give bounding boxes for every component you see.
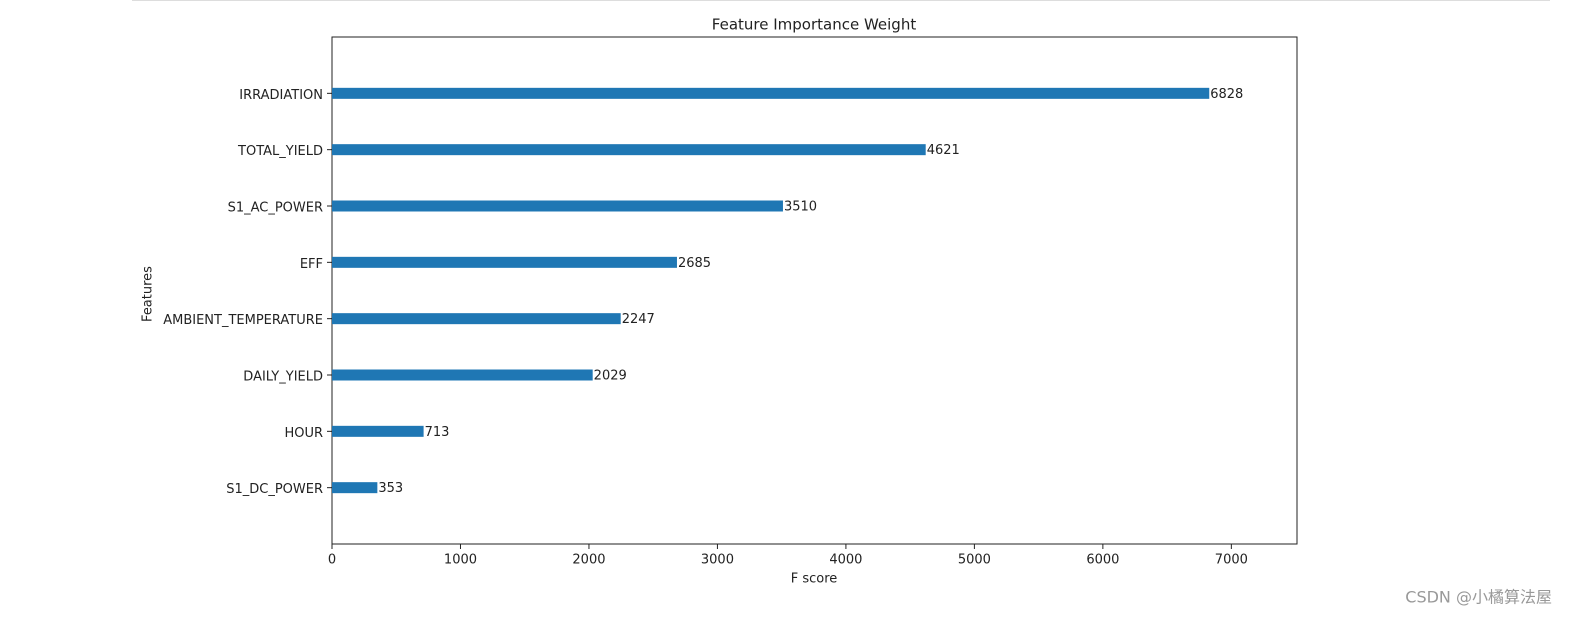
y-axis-label: Features [141,266,156,322]
bar [332,87,1210,99]
y-tick-label: AMBIENT_TEMPERATURE [163,313,323,328]
x-tick-label: 0 [328,553,336,568]
bar [332,313,621,325]
y-tick-label: TOTAL_YIELD [237,144,323,159]
chart-title: Feature Importance Weight [712,16,917,34]
bar [332,144,926,156]
value-label: 3510 [784,200,817,215]
value-label: 2685 [678,256,711,271]
y-tick-label: IRRADIATION [239,88,323,103]
x-tick-label: 1000 [444,553,477,568]
plot-frame [331,36,1298,545]
y-tick-label: DAILY_YIELD [243,370,323,385]
value-label: 2247 [622,312,655,327]
x-tick-label: 5000 [958,553,991,568]
bar [332,425,424,437]
x-axis-label: F score [791,572,838,587]
bar [332,482,378,494]
value-label: 4621 [927,143,960,158]
bar [332,200,783,212]
x-tick-label: 3000 [701,553,734,568]
x-tick-label: 2000 [572,553,605,568]
x-tick-label: 4000 [829,553,862,568]
y-tick-label: S1_DC_POWER [226,482,323,497]
value-label: 713 [425,425,450,440]
watermark: CSDN @小橘算法屋 [1405,588,1552,607]
value-label: 6828 [1210,87,1243,102]
value-label: 353 [378,481,403,496]
y-tick-label: HOUR [284,426,323,441]
y-tick-label: EFF [300,257,323,272]
x-tick-label: 7000 [1215,553,1248,568]
bar [332,256,677,268]
y-tick-label: S1_AC_POWER [228,201,323,216]
value-label: 2029 [594,369,627,384]
bar [332,369,593,381]
x-tick-label: 6000 [1086,553,1119,568]
